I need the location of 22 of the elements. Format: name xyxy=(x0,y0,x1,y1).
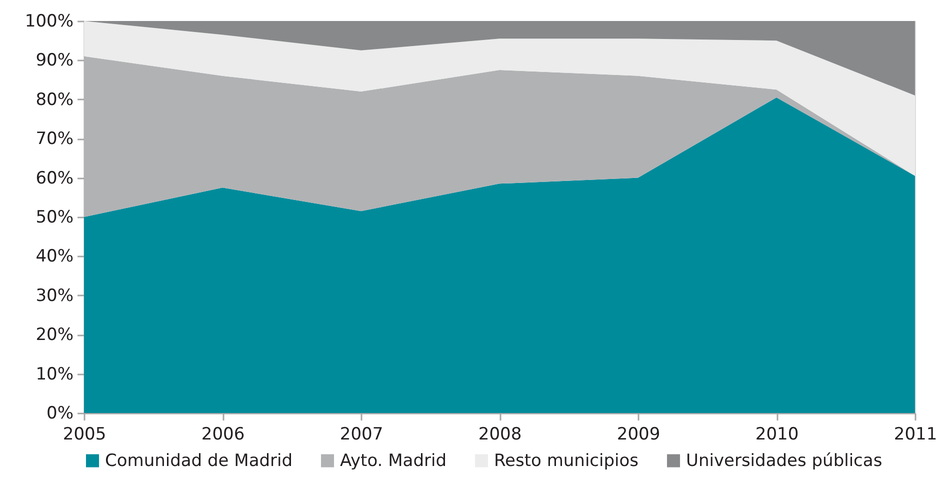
x-tick-label: 2007 xyxy=(340,424,384,444)
x-tick-label: 2009 xyxy=(616,424,660,444)
y-tick-label: 100% xyxy=(24,12,74,32)
y-tick-label: 80% xyxy=(36,90,74,110)
x-tick-label: 2008 xyxy=(478,424,522,444)
legend-label: Ayto. Madrid xyxy=(340,450,446,471)
x-tick-label: 2010 xyxy=(755,424,799,444)
x-tick-label: 2011 xyxy=(894,424,938,444)
y-tick-label: 0% xyxy=(46,404,74,424)
y-tick-label: 60% xyxy=(36,168,74,188)
y-tick-label: 50% xyxy=(36,208,74,228)
y-tick-label: 90% xyxy=(36,50,74,71)
y-tick-label: 20% xyxy=(36,325,74,346)
y-tick-label: 40% xyxy=(36,246,74,267)
x-tick-label: 2005 xyxy=(62,424,106,444)
y-tick-label: 30% xyxy=(36,286,74,306)
x-tick-label: 2006 xyxy=(201,424,245,444)
y-tick-label: 10% xyxy=(36,364,74,384)
legend-label: Comunidad de Madrid xyxy=(105,450,293,471)
legend-label: Resto municipios xyxy=(494,450,639,471)
legend-label: Universidades públicas xyxy=(686,450,882,471)
y-tick-label: 70% xyxy=(36,129,74,150)
